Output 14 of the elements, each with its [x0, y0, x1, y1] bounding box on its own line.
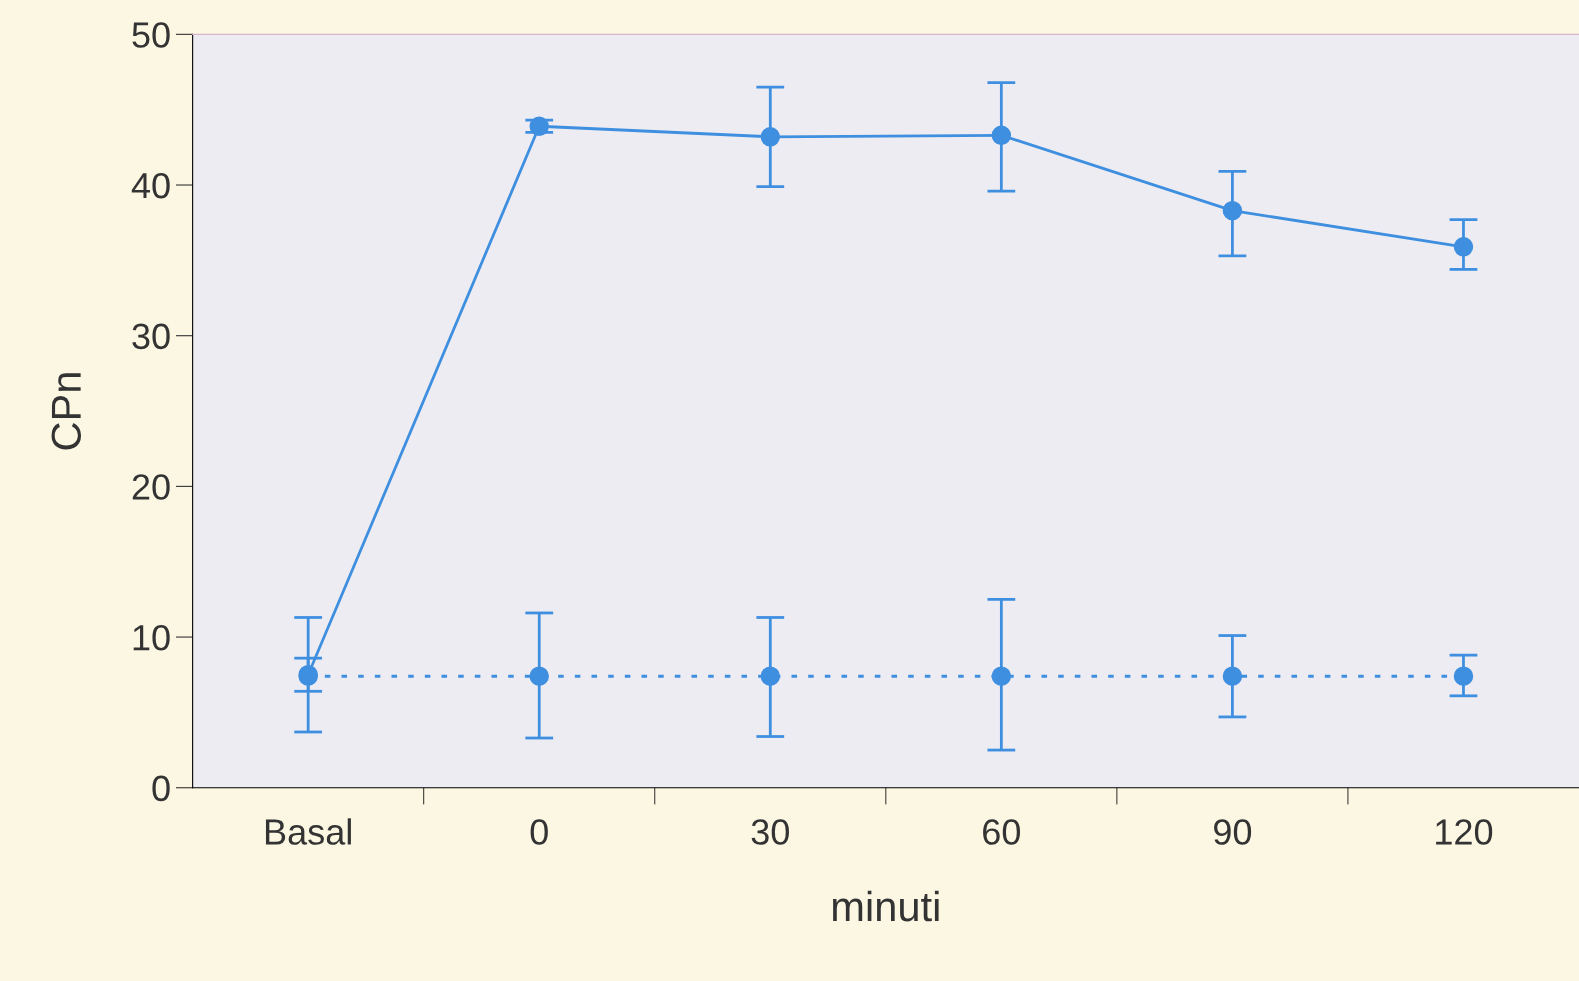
x-tick-label: 0	[530, 819, 548, 845]
y-tick-label: 40	[131, 172, 170, 199]
x-tick-label: 30	[751, 819, 789, 845]
y-axis-title: CPn	[51, 373, 82, 450]
x-tick-label: 60	[983, 819, 1021, 845]
x-axis-title: minuti	[833, 890, 939, 922]
y-tick-label: 10	[133, 624, 170, 651]
x-tick-label: 90	[1214, 819, 1252, 845]
y-tick-label: 20	[132, 474, 170, 500]
x-tick-label: Basal	[265, 818, 351, 845]
x-tick-label: 120	[1436, 819, 1493, 845]
y-tick-label: 30	[132, 323, 170, 350]
y-tick-label: 0	[152, 775, 170, 802]
y-tick-label: 50	[132, 22, 170, 48]
